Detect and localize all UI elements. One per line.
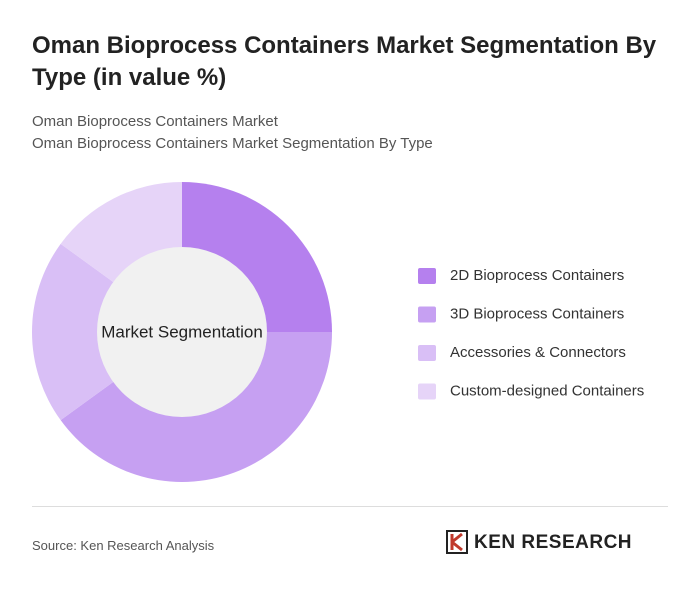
logo-icon	[446, 530, 468, 554]
legend-swatch	[418, 268, 436, 284]
legend-label: 2D Bioprocess Containers	[450, 267, 624, 284]
source: Source: Ken Research Analysis	[32, 538, 215, 553]
logo-k	[450, 532, 463, 552]
legend-label: Custom-designed Containers	[450, 382, 644, 399]
title: Oman Bioprocess Containers Market Segmen…	[32, 32, 657, 91]
legend-swatch	[418, 383, 436, 400]
legend-label: 3D Bioprocess Containers	[450, 305, 624, 322]
donut-hole	[97, 247, 267, 417]
divider	[32, 506, 668, 507]
subtitle: Oman Bioprocess Containers Market	[32, 113, 278, 130]
center-label: Market Segmentation	[101, 322, 263, 341]
legend-swatch	[418, 345, 436, 361]
logo-text: KEN RESEARCH	[474, 532, 632, 553]
legend-label: Accessories & Connectors	[450, 344, 626, 361]
logo-frame	[446, 530, 468, 554]
legend-swatch	[418, 306, 436, 323]
subtitle: Oman Bioprocess Containers Market Segmen…	[32, 135, 433, 152]
